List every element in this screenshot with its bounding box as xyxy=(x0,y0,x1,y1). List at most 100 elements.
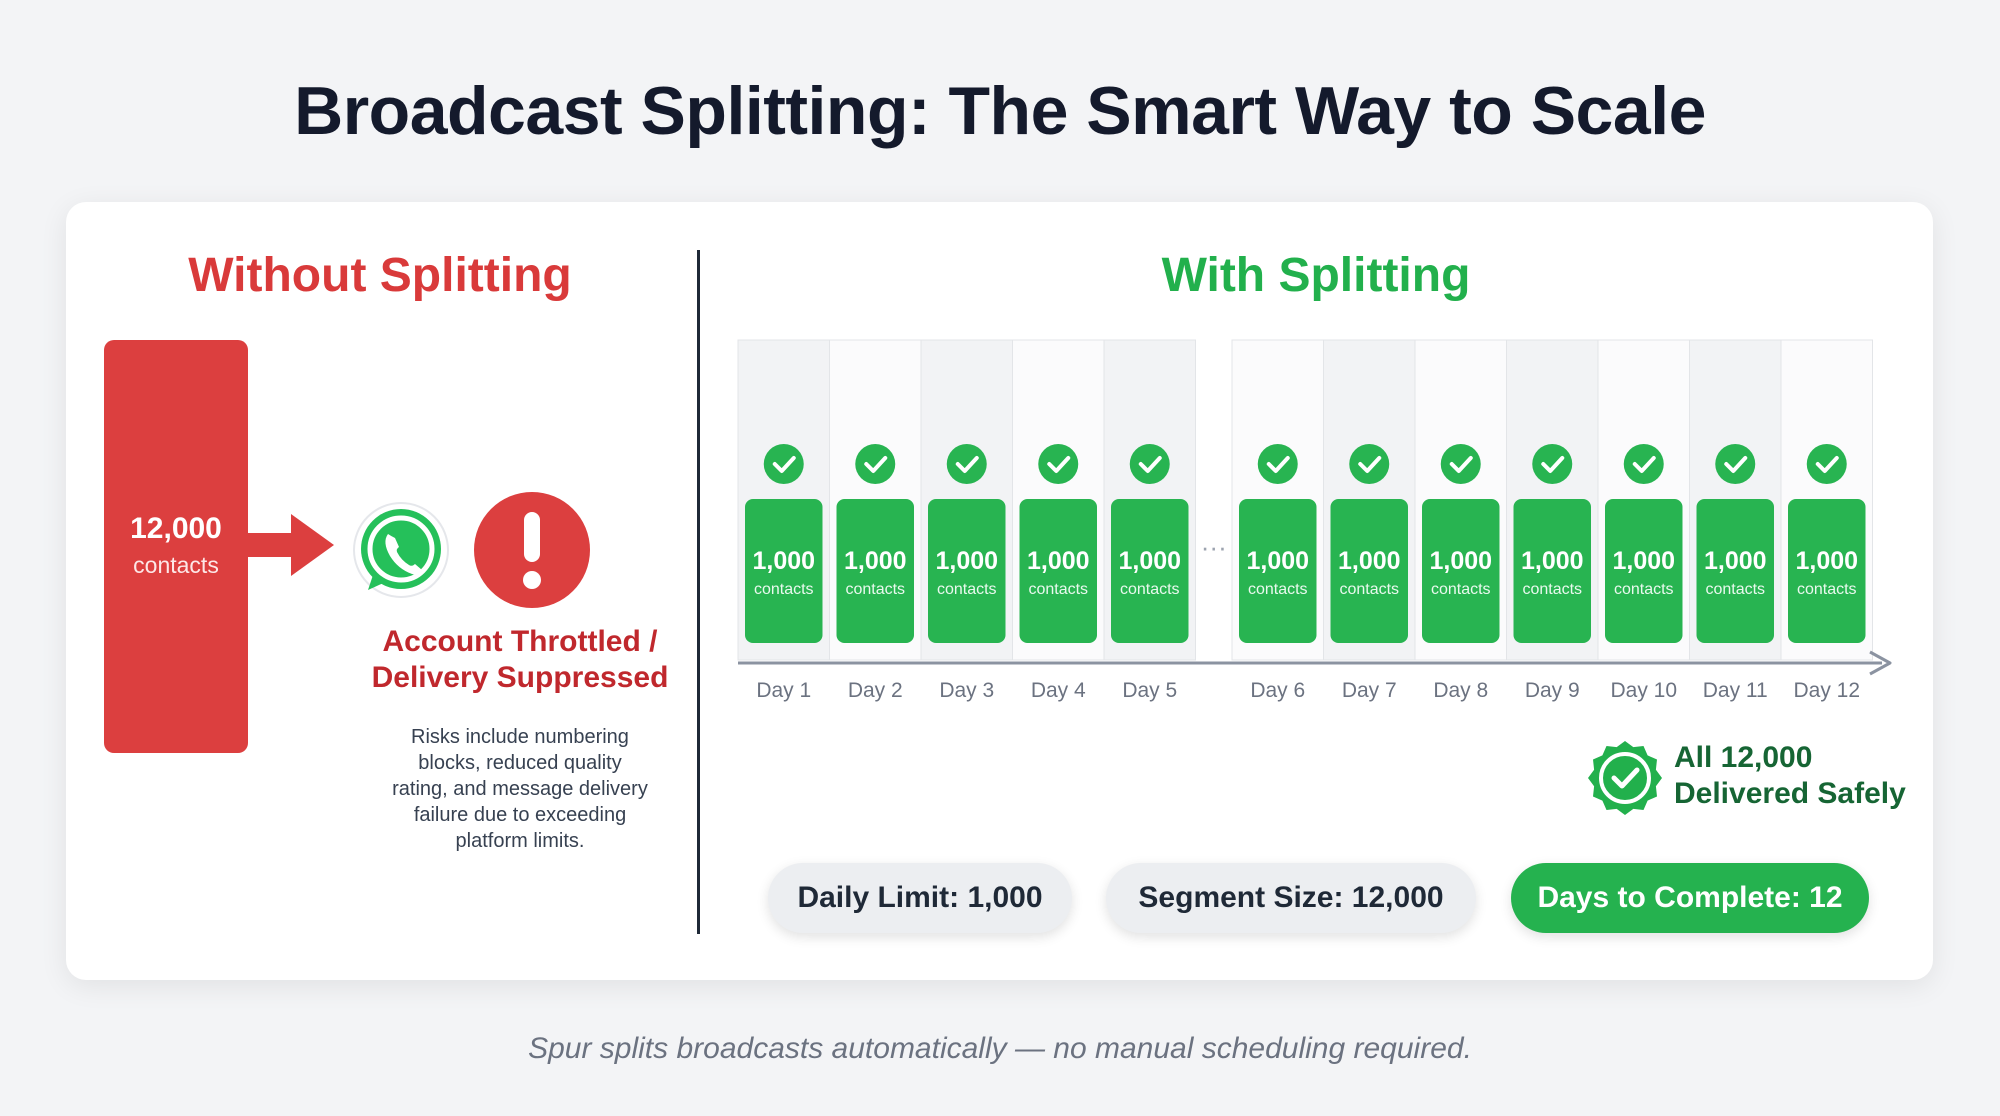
timeline-arrow-icon xyxy=(1869,650,1892,676)
warning-description: Risks include numbering blocks, reduced … xyxy=(370,724,670,854)
with-splitting-heading: With Splitting xyxy=(1161,249,1471,302)
check-icon xyxy=(1440,444,1481,484)
without-splitting-heading: Without Splitting xyxy=(188,249,572,302)
bar-unit-label: contacts xyxy=(937,581,997,598)
bar-value-label: 1,000 xyxy=(1795,547,1858,575)
check-icon xyxy=(855,444,896,484)
ellipsis: ··· xyxy=(1201,532,1227,562)
check-mark xyxy=(1266,456,1290,473)
page-title: Broadcast Splitting: The Smart Way to Sc… xyxy=(294,73,1706,149)
delivery-summary-line: All 12,000 xyxy=(1674,741,1813,774)
check-icon xyxy=(1623,444,1664,484)
bar-value-label: 1,000 xyxy=(1118,547,1181,575)
check-mark xyxy=(1632,456,1656,473)
check-mark xyxy=(955,456,979,473)
check-icon xyxy=(1257,444,1298,484)
bar-unit-label: contacts xyxy=(754,581,814,598)
check-icon xyxy=(763,444,804,484)
check-icon xyxy=(946,444,987,484)
day-tick-label: Day 4 xyxy=(1031,679,1086,702)
check-mark xyxy=(1449,456,1473,473)
bar-value-label: 1,000 xyxy=(1521,547,1584,575)
check-mark xyxy=(864,456,888,473)
bar-value-label: 1,000 xyxy=(1429,547,1492,575)
warning-description-line: platform limits. xyxy=(455,830,585,852)
warning-title-line: Account Throttled / xyxy=(382,625,658,658)
day-bar xyxy=(1605,499,1683,643)
check-icon xyxy=(1349,444,1390,484)
unsplit-contacts-value: 12,000 xyxy=(130,512,222,545)
check-mark xyxy=(1138,456,1162,473)
warning-description-line: rating, and message delivery xyxy=(392,778,648,800)
check-mark xyxy=(1358,456,1382,473)
days-to-complete-pill: Days to Complete: 12 xyxy=(1511,863,1869,933)
day-bar xyxy=(928,499,1006,643)
delivery-summary: All 12,000 Delivered Safely xyxy=(1674,740,1934,812)
day-tick-label: Day 5 xyxy=(1122,679,1177,702)
day-bar xyxy=(1696,499,1774,643)
segment-size-pill: Segment Size: 12,000 xyxy=(1106,863,1476,933)
unsplit-contacts-label: contacts xyxy=(133,552,219,578)
check-mark xyxy=(1047,456,1071,473)
day-tick-label: Day 8 xyxy=(1433,679,1488,702)
day-bar xyxy=(1111,499,1189,643)
day-bar xyxy=(1513,499,1591,643)
check-icon xyxy=(1532,444,1573,484)
check-mark xyxy=(1541,456,1565,473)
day-tick-label: Day 3 xyxy=(939,679,994,702)
footer-note: Spur splits broadcasts automatically — n… xyxy=(528,1032,1472,1065)
check-mark xyxy=(772,456,796,473)
bar-unit-label: contacts xyxy=(1705,581,1765,598)
bar-unit-label: contacts xyxy=(1028,581,1088,598)
daily-limit-pill: Daily Limit: 1,000 xyxy=(768,863,1072,933)
check-mark xyxy=(1724,456,1748,473)
warning-description-line: Risks include numbering xyxy=(411,726,629,748)
bar-value-label: 1,000 xyxy=(752,547,815,575)
day-tick-label: Day 1 xyxy=(756,679,811,702)
bar-unit-label: contacts xyxy=(1522,581,1582,598)
day-tick-label: Day 9 xyxy=(1525,679,1580,702)
bar-value-label: 1,000 xyxy=(1704,547,1767,575)
day-bar xyxy=(1788,499,1866,643)
check-icon xyxy=(1038,444,1079,484)
bar-value-label: 1,000 xyxy=(1338,547,1401,575)
bar-value-label: 1,000 xyxy=(1027,547,1090,575)
bar-unit-label: contacts xyxy=(845,581,905,598)
day-bar xyxy=(1330,499,1408,643)
day-tick-label: Day 12 xyxy=(1793,679,1860,702)
bar-unit-label: contacts xyxy=(1339,581,1399,598)
day-tick-label: Day 2 xyxy=(848,679,903,702)
panel-divider xyxy=(697,250,700,934)
bar-value-label: 1,000 xyxy=(1612,547,1675,575)
bar-unit-label: contacts xyxy=(1431,581,1491,598)
bar-unit-label: contacts xyxy=(1797,581,1857,598)
bar-unit-label: contacts xyxy=(1614,581,1674,598)
warning-description-line: blocks, reduced quality xyxy=(418,752,622,774)
day-tick-label: Day 10 xyxy=(1610,679,1677,702)
warning-title-line: Delivery Suppressed xyxy=(371,661,669,694)
day-bar xyxy=(1019,499,1097,643)
day-tick-label: Day 11 xyxy=(1703,679,1768,702)
check-icon xyxy=(1715,444,1756,484)
bar-unit-label: contacts xyxy=(1248,581,1308,598)
unsplit-contacts-block: 12,000 contacts xyxy=(104,340,248,753)
check-mark xyxy=(1815,456,1839,473)
bar-value-label: 1,000 xyxy=(1246,547,1309,575)
bar-value-label: 1,000 xyxy=(935,547,998,575)
day-tick-label: Day 6 xyxy=(1250,679,1305,702)
warning-title: Account Throttled / Delivery Suppressed xyxy=(360,624,680,696)
day-bar xyxy=(745,499,823,643)
day-bar xyxy=(1422,499,1500,643)
day-bar xyxy=(1239,499,1317,643)
day-tick-label: Day 7 xyxy=(1342,679,1397,702)
day-bar xyxy=(836,499,914,643)
bar-unit-label: contacts xyxy=(1120,581,1180,598)
delivery-summary-line: Delivered Safely xyxy=(1674,777,1906,810)
warning-description-line: failure due to exceeding xyxy=(413,804,627,826)
arrow-right-icon xyxy=(246,514,334,576)
exclamation-icon xyxy=(474,492,590,608)
whatsapp-icon xyxy=(353,502,449,598)
check-icon xyxy=(1806,444,1847,484)
check-badge-icon xyxy=(1588,741,1662,815)
